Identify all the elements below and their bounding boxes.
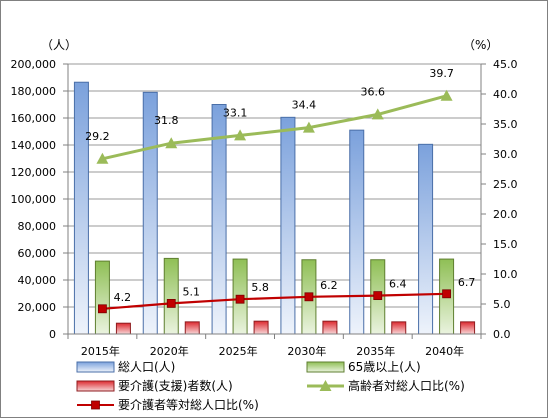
- bar-1-0: [94, 260, 110, 335]
- elderly-ratio-data-label: 29.2: [85, 130, 110, 143]
- y-right-tick-label: 35.0: [493, 118, 518, 131]
- y-right-unit: （%）: [463, 38, 498, 52]
- y-left-unit: （人）: [41, 38, 77, 52]
- y-left-tick-label: 180,000: [11, 85, 57, 98]
- care-ratio-marker: [166, 298, 176, 308]
- y-right-tick-label: 10.0: [493, 268, 518, 281]
- y-left-tick-label: 140,000: [11, 139, 57, 152]
- bar-2-0: [115, 322, 131, 335]
- x-tick-label: 2030年: [287, 344, 326, 358]
- care-ratio-data-label: 6.2: [320, 279, 338, 292]
- bar-2-1: [184, 321, 200, 335]
- y-right-tick-label: 5.0: [493, 298, 511, 311]
- elderly-ratio-line: [102, 94, 447, 161]
- elderly-ratio-marker: [165, 137, 178, 149]
- bar-0-5: [418, 143, 434, 335]
- bar-0-3: [280, 116, 296, 335]
- y-right-tick-label: 0.0: [493, 328, 511, 341]
- elderly-ratio-marker: [302, 121, 315, 133]
- bar-2-4: [391, 321, 407, 335]
- care-ratio-marker: [235, 294, 245, 304]
- line-series: [96, 89, 453, 314]
- y-left-tick-label: 160,000: [11, 112, 57, 125]
- legend-label-0: 総人口(人): [118, 360, 175, 374]
- x-tick-label: 2015年: [81, 344, 120, 358]
- y-right-tick-label: 20.0: [493, 208, 518, 221]
- y-right-tick-label: 15.0: [493, 238, 518, 251]
- y-right-tick-label: 40.0: [493, 88, 518, 101]
- bar-2-5: [460, 321, 476, 335]
- legend-label-2: 要介護(支援)者数(人): [118, 378, 233, 393]
- legend-swatch-2: [76, 380, 115, 392]
- y-left-tick-label: 80,000: [18, 220, 57, 233]
- care-ratio-data-label: 5.1: [183, 285, 201, 298]
- y-right-tick-label: 30.0: [493, 148, 518, 161]
- care-ratio-data-label: 6.7: [458, 276, 476, 289]
- bar-2-2: [253, 320, 269, 335]
- care-ratio-data-label: 4.2: [114, 291, 132, 304]
- y-left-tick-label: 200,000: [11, 58, 57, 71]
- y-left-tick-label: 0: [49, 328, 56, 341]
- bar-series: [73, 81, 476, 335]
- care-ratio-marker: [373, 291, 383, 301]
- legend-label-4: 要介護者等対総人口比(%): [118, 397, 259, 412]
- axes: 0 20,000 40,000 60,000 80,000 100,000 120,000 1…: [11, 38, 518, 358]
- y-left-tick-label: 40,000: [18, 274, 57, 287]
- elderly-ratio-marker: [440, 89, 453, 101]
- y-right-tick-label: 25.0: [493, 178, 518, 191]
- care-ratio-marker: [304, 292, 314, 302]
- bar-2-3: [322, 320, 338, 335]
- care-ratio-marker: [98, 304, 107, 314]
- bar-0-0: [73, 81, 89, 335]
- elderly-ratio-data-label: 33.1: [223, 106, 248, 119]
- legend-swatch-1: [306, 361, 345, 373]
- legend-label-1: 65歳以上(人): [348, 360, 421, 374]
- elderly-ratio-marker: [234, 129, 247, 141]
- data-labels: 29.2 31.8 33.1 34.4 36.6 39.7 4.2 5.1 5.8 6.2 6.4 6…: [85, 67, 475, 304]
- legend-swatch-0: [76, 361, 115, 373]
- y-left-tick-label: 20,000: [18, 301, 57, 314]
- x-tick-label: 2020年: [150, 344, 189, 358]
- y-left-tick-label: 100,000: [11, 193, 57, 206]
- care-ratio-marker: [442, 289, 451, 299]
- care-ratio-data-label: 5.8: [251, 281, 269, 294]
- legend: 総人口(人) 65歳以上(人) 要介護(支援)者数(人) 高齢者対総人口比(%) 要介護…: [76, 360, 465, 412]
- bar-0-1: [142, 91, 158, 335]
- care-ratio-data-label: 6.4: [389, 278, 407, 291]
- y-left-tick-label: 60,000: [18, 247, 57, 260]
- x-tick-label: 2035年: [356, 344, 395, 358]
- elderly-ratio-data-label: 34.4: [292, 99, 317, 112]
- bar-0-4: [349, 129, 365, 335]
- x-tick-label: 2040年: [425, 344, 464, 358]
- bar-1-1: [163, 257, 179, 335]
- y-right-tick-label: 45.0: [493, 58, 518, 71]
- elderly-ratio-data-label: 36.6: [361, 85, 386, 98]
- elderly-ratio-data-label: 31.8: [154, 114, 179, 127]
- elderly-ratio-marker: [96, 152, 109, 164]
- care-ratio-line: [102, 292, 447, 310]
- elderly-ratio-data-label: 39.7: [429, 67, 454, 80]
- legend-marker-4: [91, 400, 100, 410]
- legend-marker-3: [319, 380, 332, 391]
- elderly-ratio-marker: [371, 108, 384, 120]
- x-tick-label: 2025年: [219, 344, 258, 358]
- y-left-tick-label: 120,000: [11, 166, 57, 179]
- legend-label-3: 高齢者対総人口比(%): [348, 378, 465, 393]
